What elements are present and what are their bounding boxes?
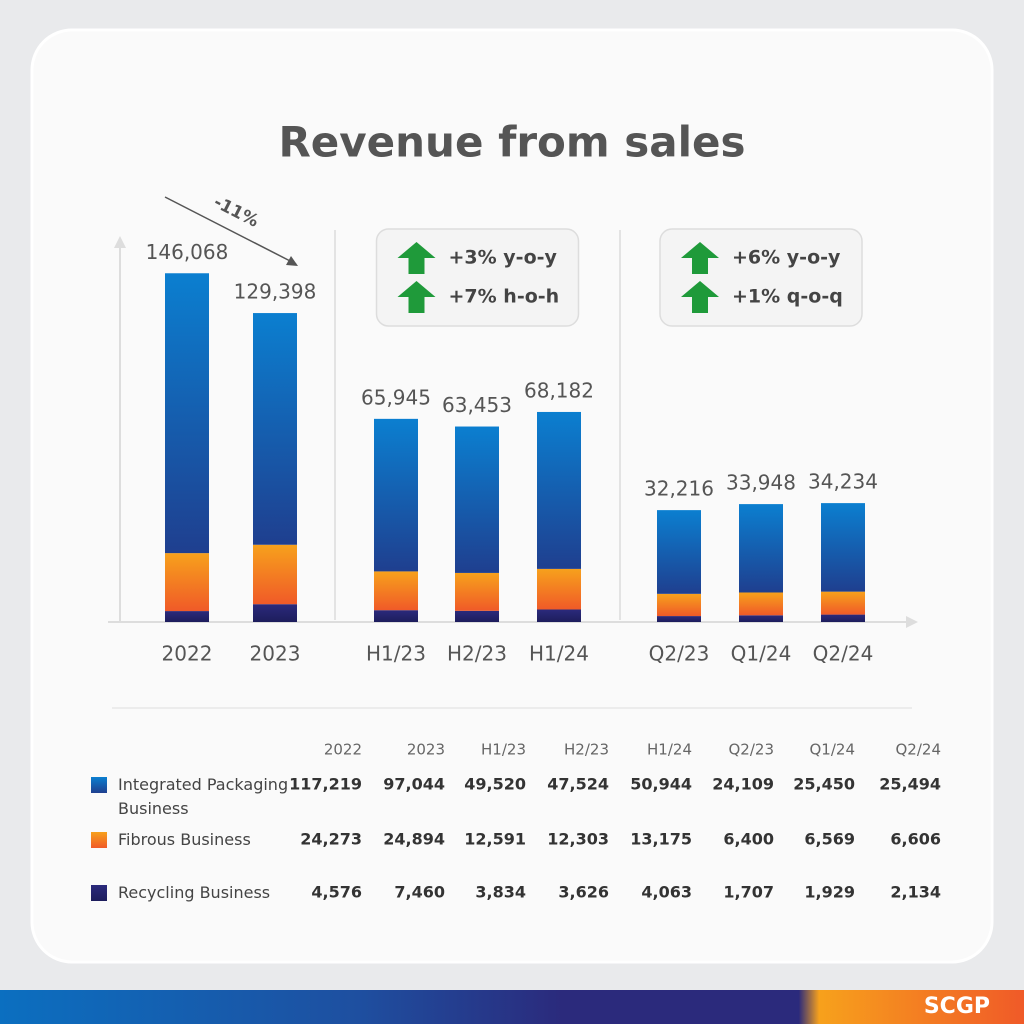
x-tick-label: Q2/24 [813,642,874,666]
table-value: 13,175 [630,830,692,849]
x-tick-label: Q2/23 [649,642,710,666]
table-value: 49,520 [464,775,526,794]
bar-segment [821,614,865,622]
table-value: 25,450 [793,775,855,794]
change-arrow-head [286,256,298,266]
bar-segment [253,544,297,605]
total-label: 129,398 [234,280,317,304]
bar-segment [821,503,865,592]
legend-swatch [91,777,107,793]
table-value: 24,894 [383,830,445,849]
table-header: H2/23 [564,741,609,759]
bar-segment [739,592,783,616]
bar-segment [253,313,297,545]
table-header: Q2/23 [729,741,775,759]
annotation-box [375,228,580,327]
table-value: 24,109 [712,775,774,794]
table-value: 3,626 [558,883,609,902]
bar-segment [165,273,209,554]
bar-segment [537,568,581,610]
bar-segment [253,604,297,622]
change-label: +6% y-o-y [732,247,841,269]
bar-segment [821,591,865,615]
table-value: 117,219 [289,775,362,794]
legend-label: Recycling Business [118,883,271,902]
annotation-box [659,228,863,327]
bar-segment [739,615,783,622]
table-header: H1/23 [481,741,526,759]
change-label: +7% h-o-h [449,286,560,308]
table-value: 6,569 [804,830,855,849]
x-tick-label: H2/23 [447,642,507,666]
legend-swatch [91,832,107,848]
legend-swatch [91,885,107,901]
table-value: 97,044 [383,775,445,794]
bar-segment [165,553,209,612]
table-value: 50,944 [630,775,692,794]
table-value: 25,494 [879,775,941,794]
total-label: 65,945 [361,385,431,409]
axis-arrow [114,236,126,248]
bar-segment [374,610,418,622]
table-header: H1/24 [647,741,692,759]
table-value: 7,460 [394,883,445,902]
change-label: +1% q-o-q [732,286,843,308]
legend-label: Integrated Packaging Business [118,775,289,818]
table-value: 24,273 [300,830,362,849]
legend-label: Fibrous Business [118,830,251,849]
change-arrow [164,196,297,265]
table-value: 12,303 [547,830,609,849]
bar-segment [657,616,701,622]
table-value: 3,834 [475,883,526,902]
table-header: Q2/24 [896,741,942,759]
up-arrow [681,242,719,274]
bar-segment [739,504,783,593]
x-tick-label: Q1/24 [731,642,792,666]
up-arrow [681,281,719,313]
bar-segment [537,609,581,622]
bar-segment [657,593,701,617]
bar-segment [455,572,499,611]
x-tick-label: 2023 [250,642,301,666]
total-label: 34,234 [808,470,878,494]
table-value: 6,606 [890,830,941,849]
total-label: 68,182 [524,378,594,402]
x-tick-label: 2022 [162,642,213,666]
axis-arrow [906,616,918,628]
table-value: 47,524 [547,775,609,794]
x-tick-label: H1/23 [366,642,426,666]
up-arrow [397,281,436,313]
bar-segment [374,571,418,611]
footer-stripe [0,990,1024,1024]
total-label: 146,068 [146,240,229,264]
brand: SCGP [924,994,990,1019]
table-value: 6,400 [723,830,774,849]
bar-segment [165,611,209,622]
table-value: 1,929 [804,883,855,902]
table-value: 12,591 [464,830,526,849]
change-label: +3% y-o-y [449,247,558,269]
bar-segment [455,426,499,573]
total-label: 32,216 [644,477,714,501]
table-value: 4,576 [311,883,362,902]
bar-segment [374,418,418,572]
total-label: 33,948 [726,471,796,495]
table-header: 2023 [407,741,445,759]
table-value: 4,063 [641,883,692,902]
table-header: Q1/24 [810,741,856,759]
table-value: 2,134 [890,883,941,902]
table-value: 1,707 [723,883,774,902]
table-header: 2022 [324,741,362,759]
chart-title: Revenue from sales [278,118,745,167]
bar-segment [455,610,499,622]
bar-segment [537,411,581,569]
up-arrow [397,242,436,274]
total-label: 63,453 [442,393,512,417]
x-tick-label: H1/24 [529,642,589,666]
bar-segment [657,510,701,594]
